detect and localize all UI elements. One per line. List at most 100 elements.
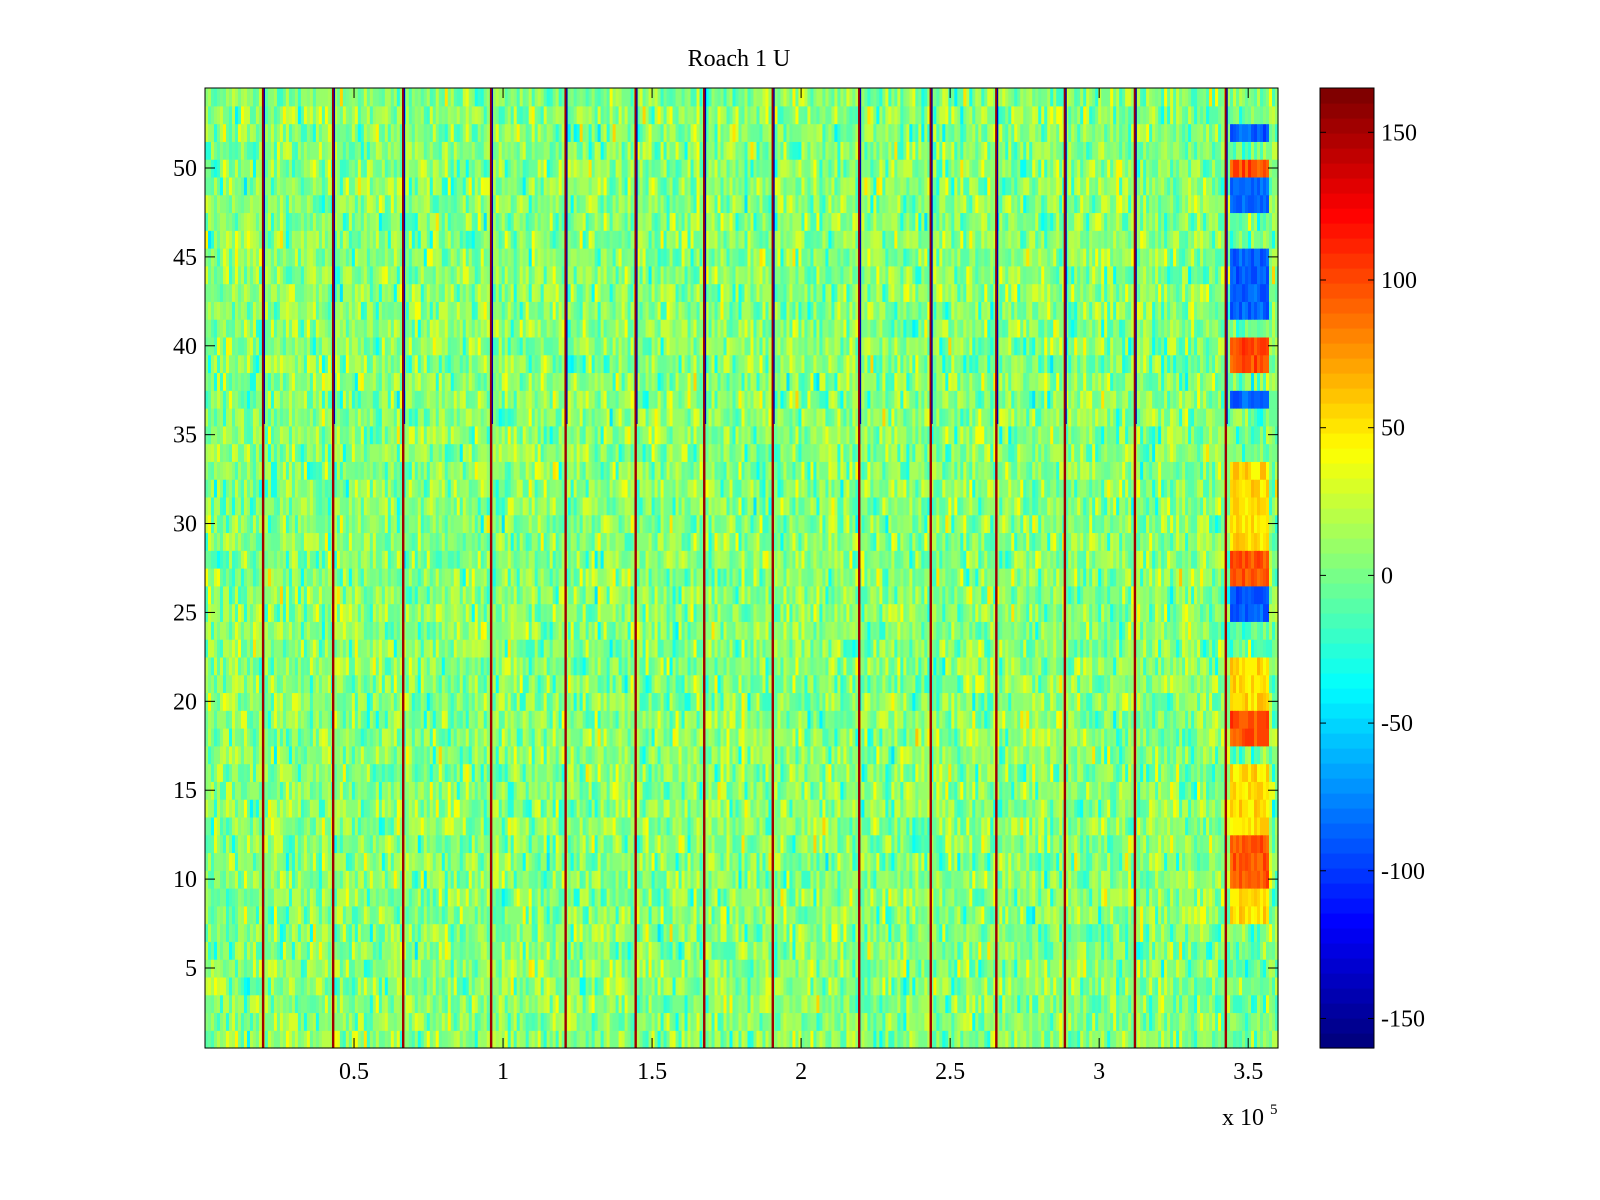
heatmap-cell xyxy=(861,1030,865,1049)
heatmap-cell xyxy=(999,1030,1003,1049)
heatmap-cell xyxy=(465,1030,470,1049)
heatmap-cell xyxy=(552,905,557,925)
heatmap-cell xyxy=(1083,923,1087,942)
heatmap-cell xyxy=(450,834,455,854)
heatmap-cell xyxy=(1275,834,1279,854)
heatmap-cell xyxy=(1152,905,1156,925)
heatmap-cell xyxy=(1113,1012,1117,1031)
heatmap-cell xyxy=(996,888,1000,907)
heatmap-cell xyxy=(405,994,410,1014)
heatmap-cell xyxy=(627,994,632,1014)
heatmap-cell xyxy=(753,905,758,925)
heatmap-cell xyxy=(765,816,770,836)
heatmap-cell xyxy=(813,976,818,996)
heatmap-cell xyxy=(471,888,476,907)
heatmap-cell xyxy=(306,852,311,871)
heatmap-cell xyxy=(300,870,305,889)
heatmap-cell xyxy=(228,941,233,960)
heatmap-cell xyxy=(789,905,794,925)
heatmap-cell xyxy=(618,834,623,854)
heatmap-cell xyxy=(432,834,437,854)
heatmap-cell xyxy=(942,834,946,854)
heatmap-cell xyxy=(1203,888,1207,907)
heatmap-cell xyxy=(1026,816,1030,836)
heatmap-cell xyxy=(909,941,913,960)
heatmap-cell xyxy=(1161,816,1165,836)
heatmap-cell xyxy=(1242,941,1246,960)
heatmap-cell xyxy=(369,1030,374,1049)
heatmap-cell xyxy=(309,852,314,871)
heatmap-cell xyxy=(930,923,934,942)
heatmap-cell xyxy=(732,799,737,818)
heatmap-cell xyxy=(429,1030,434,1049)
heatmap-cell xyxy=(243,852,248,871)
heatmap-cell xyxy=(513,888,518,907)
heatmap-cell xyxy=(831,1030,836,1049)
heatmap-cell xyxy=(1071,923,1075,942)
heatmap-cell xyxy=(1158,834,1162,854)
heatmap-cell xyxy=(762,1012,767,1031)
heatmap-cell xyxy=(267,799,272,818)
heatmap-cell xyxy=(363,976,368,996)
heatmap-cell xyxy=(213,888,218,907)
heatmap-cell xyxy=(1254,905,1258,925)
heatmap-cell xyxy=(1053,799,1057,818)
heatmap-cell xyxy=(786,905,791,925)
heatmap-cell xyxy=(519,923,524,942)
heatmap-row xyxy=(205,852,1279,871)
heatmap-cell xyxy=(666,834,671,854)
heatmap-cell xyxy=(1152,1030,1156,1049)
heatmap-cell xyxy=(873,923,877,942)
heatmap-cell xyxy=(726,976,731,996)
heatmap-cell xyxy=(783,976,788,996)
heatmap-cell xyxy=(591,834,596,854)
heatmap-cell xyxy=(609,799,614,818)
heatmap-cell xyxy=(678,923,683,942)
heatmap-cell xyxy=(1164,1012,1168,1031)
heatmap-cell xyxy=(642,1030,647,1049)
heatmap-cell xyxy=(270,834,275,854)
heatmap-cell xyxy=(957,959,961,978)
heatmap-cell xyxy=(309,959,314,978)
heatmap-cell xyxy=(507,959,512,978)
heatmap-cell xyxy=(537,994,542,1014)
heatmap-cell xyxy=(216,888,221,907)
heatmap-cell xyxy=(990,941,994,960)
heatmap-cell xyxy=(714,941,719,960)
heatmap-cell xyxy=(834,923,839,942)
heatmap-cell xyxy=(279,923,284,942)
heatmap-cell xyxy=(1245,905,1249,925)
heatmap-cell xyxy=(417,923,422,942)
heatmap-cell xyxy=(888,870,892,889)
heatmap-cell xyxy=(597,923,602,942)
heatmap-cell xyxy=(705,941,710,960)
heatmap-cell xyxy=(1158,959,1162,978)
heatmap-cell xyxy=(1032,976,1036,996)
heatmap-cell xyxy=(477,905,482,925)
heatmap-cell xyxy=(894,816,898,836)
heatmap-cell xyxy=(351,834,356,854)
heatmap-cell xyxy=(1119,1030,1123,1049)
heatmap-cell xyxy=(711,941,716,960)
heatmap-cell xyxy=(1158,923,1162,942)
heatmap-cell xyxy=(426,1012,431,1031)
heatmap-cell xyxy=(510,852,515,871)
heatmap-cell xyxy=(1200,994,1204,1014)
heatmap-cell xyxy=(1014,834,1018,854)
heatmap-cell xyxy=(909,816,913,836)
heatmap-cell xyxy=(678,888,683,907)
heatmap-cell xyxy=(669,959,674,978)
heatmap-cell xyxy=(645,888,650,907)
heatmap-cell xyxy=(1125,1012,1129,1031)
heatmap-cell xyxy=(423,870,428,889)
heatmap-cell xyxy=(483,959,488,978)
heatmap-cell xyxy=(267,1030,272,1049)
heatmap-cell xyxy=(1125,852,1129,871)
heatmap-cell xyxy=(513,870,518,889)
heatmap-cell xyxy=(1098,852,1102,871)
heatmap-cell xyxy=(576,905,581,925)
heatmap-cell xyxy=(645,923,650,942)
heatmap-cell xyxy=(1179,959,1183,978)
heatmap-cell xyxy=(816,888,821,907)
heatmap-cell xyxy=(954,870,958,889)
